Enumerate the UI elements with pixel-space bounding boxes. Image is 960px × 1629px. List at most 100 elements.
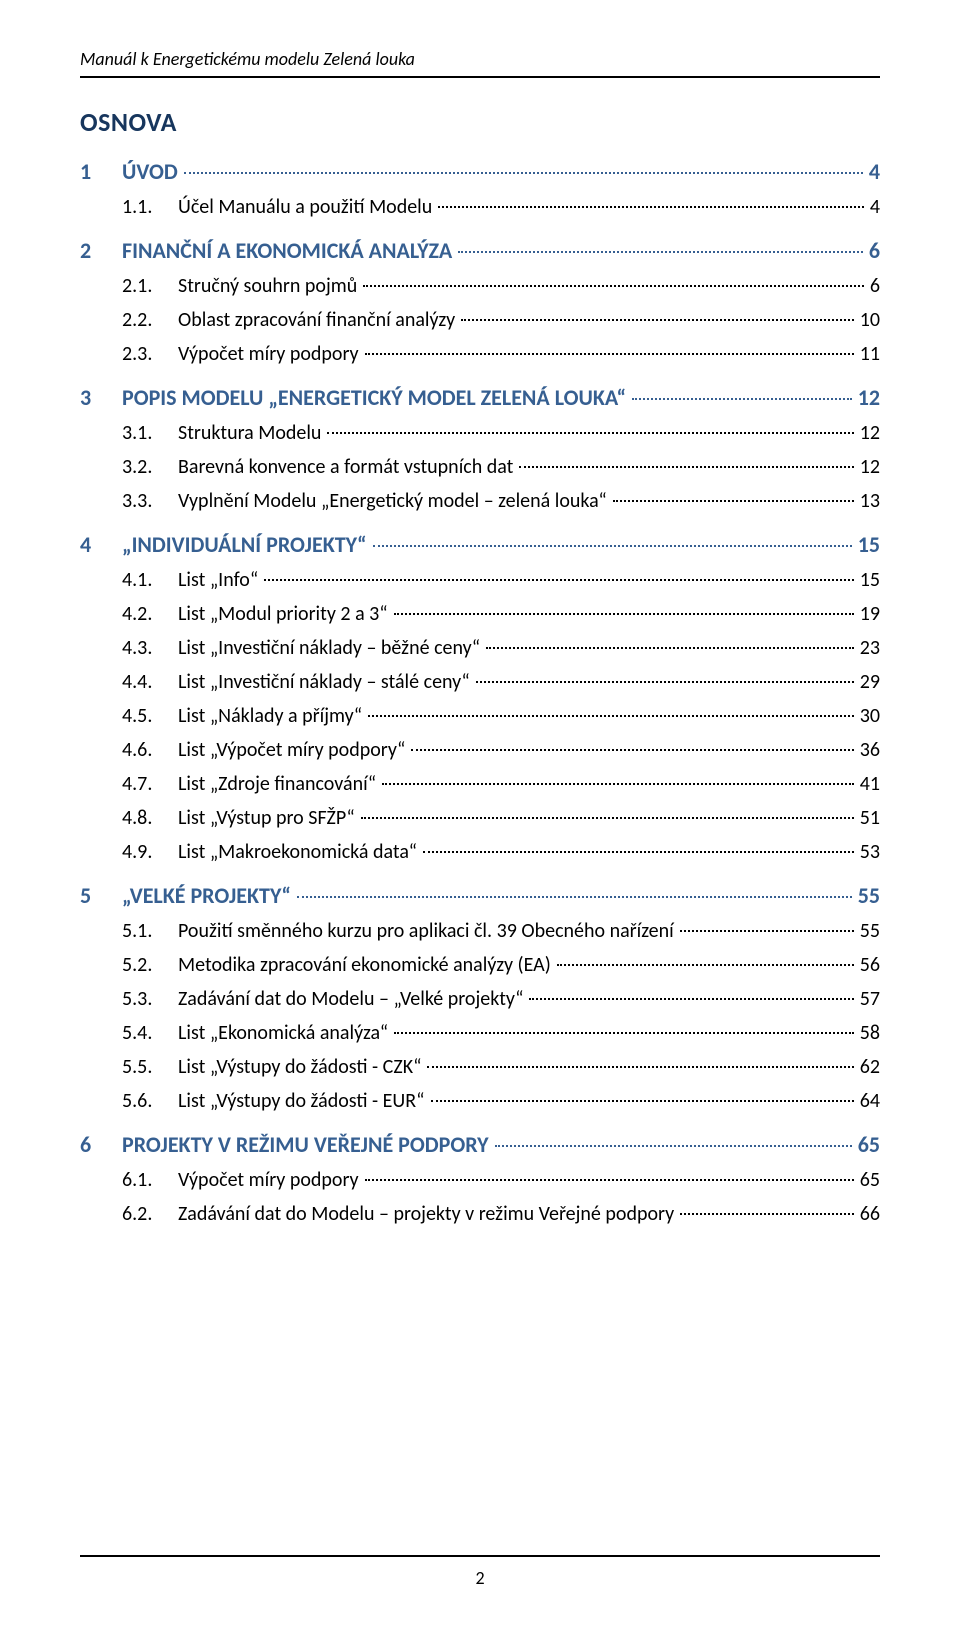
toc-title: Barevná konvence a formát vstupních dat: [178, 455, 513, 479]
toc-entry[interactable]: 5„VELKÉ PROJEKTY“55: [80, 882, 880, 909]
toc-title: List „Zdroje financování“: [178, 772, 376, 796]
toc-page: 23: [860, 636, 880, 660]
toc-entry[interactable]: 2.2.Oblast zpracování finanční analýzy10: [80, 308, 880, 332]
toc-index: 4: [80, 531, 122, 558]
toc-entry[interactable]: 6.2.Zadávání dat do Modelu – projekty v …: [80, 1202, 880, 1226]
toc-title: List „Výstup pro SFŽP“: [178, 806, 355, 830]
toc-entry[interactable]: 2.1.Stručný souhrn pojmů 6: [80, 274, 880, 298]
toc-entry[interactable]: 5.3.Zadávání dat do Modelu – „Velké proj…: [80, 987, 880, 1011]
toc-page: 4: [869, 158, 880, 185]
toc-index: 4.3.: [122, 636, 178, 660]
toc-entry[interactable]: 5.5.List „Výstupy do žádosti - CZK“62: [80, 1055, 880, 1079]
toc-title: Stručný souhrn pojmů: [178, 274, 357, 298]
toc-leader: [486, 647, 854, 649]
toc-page: 66: [860, 1202, 880, 1226]
toc-title: „INDIVIDUÁLNÍ PROJEKTY“: [122, 531, 367, 558]
toc-page: 55: [858, 882, 880, 909]
toc-leader: [680, 930, 854, 932]
toc-page: 55: [860, 919, 880, 943]
toc-entry[interactable]: 5.2.Metodika zpracování ekonomické analý…: [80, 953, 880, 977]
toc-leader: [368, 715, 854, 717]
toc-title: Metodika zpracování ekonomické analýzy (…: [178, 953, 551, 977]
toc-leader: [365, 353, 854, 355]
toc-leader: [557, 964, 854, 966]
toc-entry[interactable]: 1ÚVOD4: [80, 158, 880, 185]
toc-title: List „Výstupy do žádosti - CZK“: [178, 1055, 421, 1079]
toc-page: 15: [858, 531, 880, 558]
toc-entry[interactable]: 4.7.List „Zdroje financování“41: [80, 772, 880, 796]
toc-index: 2.3.: [122, 342, 178, 366]
toc-leader: [184, 172, 863, 174]
toc-leader: [297, 896, 852, 898]
toc-leader: [427, 1066, 853, 1068]
toc-entry[interactable]: 3.3.Vyplnění Modelu „Energetický model –…: [80, 489, 880, 513]
toc-index: 5.6.: [122, 1089, 178, 1113]
page-footer: 2: [80, 1555, 880, 1589]
toc-index: 5.3.: [122, 987, 178, 1011]
running-head: Manuál k Energetickému modelu Zelená lou…: [80, 48, 880, 78]
toc-index: 1: [80, 158, 122, 185]
toc-index: 2.1.: [122, 274, 178, 298]
toc-title: Použití směnného kurzu pro aplikaci čl. …: [178, 919, 674, 943]
toc-title: List „Info“: [178, 568, 258, 592]
toc-entry[interactable]: 2FINANČNÍ A EKONOMICKÁ ANALÝZA6: [80, 237, 880, 264]
toc-index: 3.1.: [122, 421, 178, 445]
osnova-heading: OSNOVA: [80, 106, 880, 138]
toc-entry[interactable]: 4„INDIVIDUÁLNÍ PROJEKTY“ 15: [80, 531, 880, 558]
toc-leader: [495, 1145, 852, 1147]
toc-entry[interactable]: 4.9.List „Makroekonomická data“53: [80, 840, 880, 864]
toc-entry[interactable]: 4.3.List „Investiční náklady – běžné cen…: [80, 636, 880, 660]
toc-index: 6.1.: [122, 1168, 178, 1192]
toc-title: Zadávání dat do Modelu – „Velké projekty…: [178, 987, 523, 1011]
toc-entry[interactable]: 4.8.List „Výstup pro SFŽP“51: [80, 806, 880, 830]
toc-page: 12: [860, 455, 880, 479]
toc-leader: [327, 432, 853, 434]
toc-index: 5: [80, 882, 122, 909]
toc-leader: [632, 398, 852, 400]
toc-page: 6: [869, 237, 880, 264]
toc-entry[interactable]: 4.2.List „Modul priority 2 a 3“19: [80, 602, 880, 626]
toc-entry[interactable]: 4.5.List „Náklady a příjmy“30: [80, 704, 880, 728]
toc-entry[interactable]: 3POPIS MODELU „ENERGETICKÝ MODEL ZELENÁ …: [80, 384, 880, 411]
toc-entry[interactable]: 4.4.List „Investiční náklady – stálé cen…: [80, 670, 880, 694]
toc-entry[interactable]: 2.3.Výpočet míry podpory11: [80, 342, 880, 366]
toc-leader: [438, 206, 864, 208]
toc-entry[interactable]: 1.1.Účel Manuálu a použití Modelu4: [80, 195, 880, 219]
toc-index: 4.7.: [122, 772, 178, 796]
toc-entry[interactable]: 5.4.List „Ekonomická analýza“58: [80, 1021, 880, 1045]
toc-index: 3.3.: [122, 489, 178, 513]
toc-leader: [476, 681, 854, 683]
toc-page: 30: [860, 704, 880, 728]
toc-index: 6.2.: [122, 1202, 178, 1226]
toc-entry[interactable]: 4.6.List „Výpočet míry podpory“36: [80, 738, 880, 762]
toc-title: Výpočet míry podpory: [178, 342, 359, 366]
toc-page: 64: [860, 1089, 880, 1113]
toc-leader: [423, 851, 854, 853]
toc-entry[interactable]: 3.2.Barevná konvence a formát vstupních …: [80, 455, 880, 479]
toc-page: 6: [870, 274, 880, 298]
toc-index: 4.1.: [122, 568, 178, 592]
page-number: 2: [475, 1567, 484, 1589]
toc-page: 57: [860, 987, 880, 1011]
toc-entry[interactable]: 5.6.List „Výstupy do žádosti - EUR“64: [80, 1089, 880, 1113]
toc-index: 4.8.: [122, 806, 178, 830]
toc-entry[interactable]: 6PROJEKTY V REŽIMU VEŘEJNÉ PODPORY65: [80, 1131, 880, 1158]
toc-page: 15: [860, 568, 880, 592]
toc-page: 12: [858, 384, 880, 411]
toc-title: List „Výpočet míry podpory“: [178, 738, 405, 762]
toc-index: 5.2.: [122, 953, 178, 977]
toc-title: Vyplnění Modelu „Energetický model – zel…: [178, 489, 607, 513]
toc-page: 53: [860, 840, 880, 864]
toc-entry[interactable]: 3.1.Struktura Modelu12: [80, 421, 880, 445]
page: Manuál k Energetickému modelu Zelená lou…: [0, 0, 960, 1629]
toc-leader: [382, 783, 854, 785]
toc-entry[interactable]: 5.1.Použití směnného kurzu pro aplikaci …: [80, 919, 880, 943]
toc-leader: [461, 319, 854, 321]
toc-leader: [458, 251, 863, 253]
toc-leader: [361, 817, 854, 819]
toc-entry[interactable]: 6.1.Výpočet míry podpory65: [80, 1168, 880, 1192]
toc-title: List „Makroekonomická data“: [178, 840, 417, 864]
toc-page: 4: [870, 195, 880, 219]
toc-leader: [680, 1213, 854, 1215]
toc-entry[interactable]: 4.1.List „Info“ 15: [80, 568, 880, 592]
